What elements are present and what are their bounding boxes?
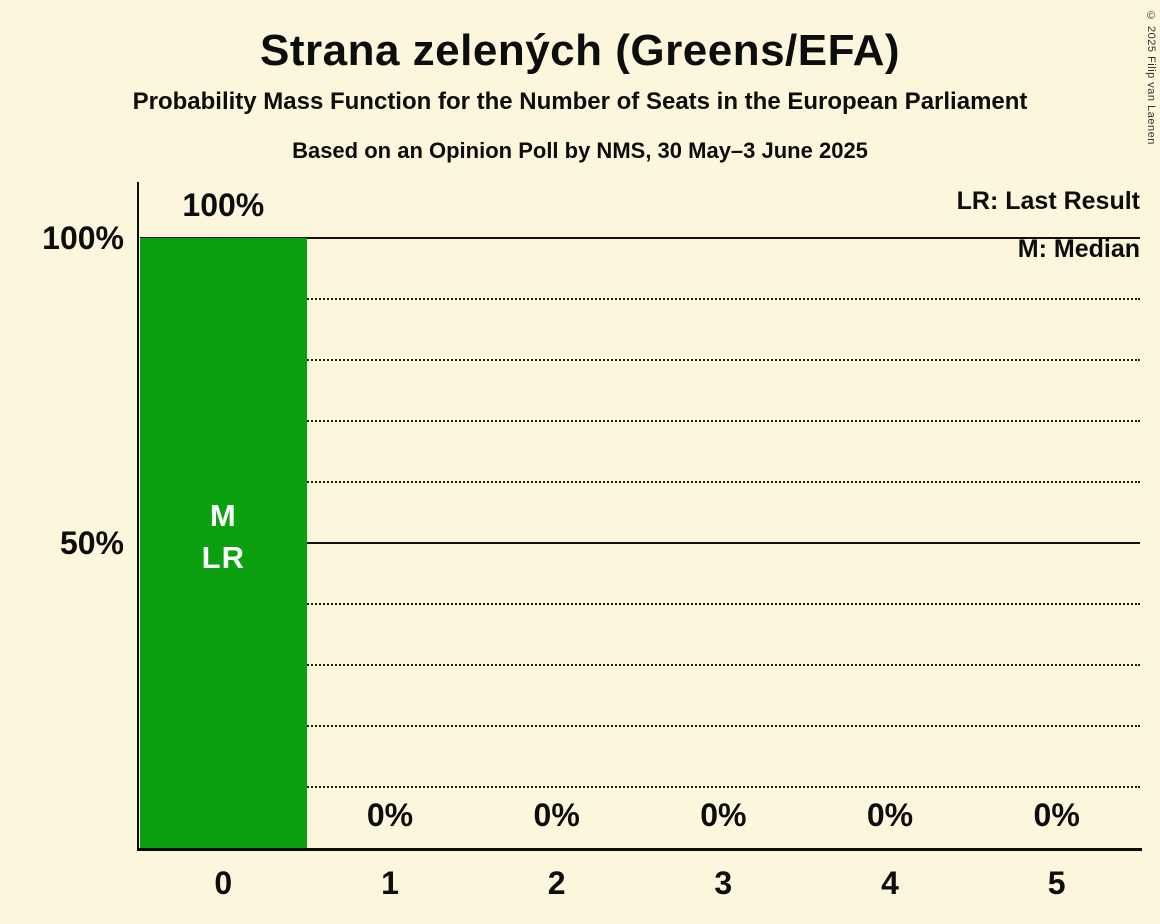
y-axis-tick-label: 100% [42,220,124,256]
x-axis-tick-label: 0 [214,865,233,901]
chart-title: Strana zelených (Greens/EFA) [260,26,900,75]
chart-poll-info: Based on an Opinion Poll by NMS, 30 May–… [292,138,868,163]
gridline-dotted [140,725,1140,727]
gridline-solid [140,542,1140,544]
x-axis-line [137,848,1142,851]
bar-value-label: 0% [533,797,580,833]
x-axis-tick-label: 1 [381,865,399,901]
x-axis-tick-label: 4 [881,865,899,901]
bar-annotation: M LR [201,498,245,575]
y-axis-tick-label: 50% [59,525,124,561]
bar-seats-0 [140,238,307,848]
gridline-dotted [140,481,1140,483]
bar-value-label: 0% [366,797,414,833]
copyright-notice: © 2025 Filip van Laenen [1145,10,1157,145]
gridline-solid [140,237,1140,239]
gridline-dotted [140,420,1140,422]
bar-value-label: 0% [1033,797,1080,833]
chart-subtitle: Probability Mass Function for the Number… [132,88,1028,115]
y-axis-line [137,182,139,851]
bar-value-label: 100% [182,187,265,223]
x-axis-tick-label: 5 [1047,865,1066,901]
gridline-dotted [140,786,1140,788]
gridline-dotted [140,298,1140,300]
x-axis-tick-label: 2 [547,865,566,901]
x-axis-tick-label: 3 [714,865,733,901]
legend-median: M: Median [1017,235,1140,263]
legend-last-result: LR: Last Result [956,187,1140,215]
gridline-dotted [140,664,1140,666]
gridline-dotted [140,359,1140,361]
gridline-dotted [140,603,1140,605]
bar-value-label: 0% [866,797,914,833]
bar-value-label: 0% [700,797,747,833]
